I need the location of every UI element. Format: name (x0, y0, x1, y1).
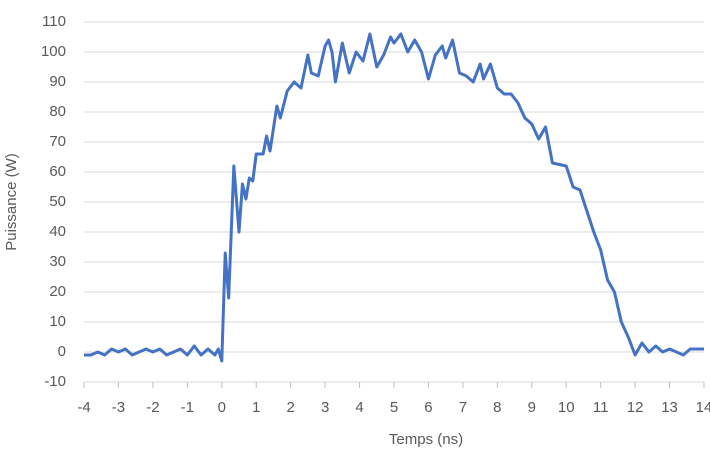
x-tick-label: 5 (390, 399, 398, 416)
x-tick-label: 9 (528, 399, 536, 416)
y-tick-label: 60 (49, 163, 66, 180)
y-tick-label: 100 (41, 43, 66, 60)
x-tick-label: 12 (627, 399, 644, 416)
y-tick-label: 90 (49, 73, 66, 90)
y-tick-label: 80 (49, 103, 66, 120)
x-tick-label: 3 (321, 399, 329, 416)
y-tick-label: 0 (58, 343, 66, 360)
x-axis-title: Temps (ns) (389, 431, 463, 448)
y-tick-label: -10 (44, 373, 66, 390)
data-line (84, 32, 704, 363)
x-tick-label: 1 (252, 399, 260, 416)
x-tick-label: 13 (661, 399, 678, 416)
y-tick-label: 70 (49, 133, 66, 150)
y-tick-label: 50 (49, 193, 66, 210)
y-tick-label: 40 (49, 223, 66, 240)
y-tick-label: 30 (49, 253, 66, 270)
y-tick-label: 10 (49, 313, 66, 330)
x-tick-label: -3 (112, 399, 125, 416)
x-tick-label: -2 (146, 399, 159, 416)
y-tick-label: 110 (42, 13, 66, 30)
x-tick-label: 11 (593, 399, 609, 416)
x-tick-label: 7 (459, 399, 467, 416)
x-tick-label: 6 (424, 399, 432, 416)
x-tick-label: -4 (77, 399, 90, 416)
x-tick-label: -1 (181, 399, 194, 416)
x-tick-label: 0 (218, 399, 226, 416)
x-tick-label: 10 (558, 399, 575, 416)
x-tick-label: 2 (286, 399, 294, 416)
y-tick-label: 20 (49, 283, 66, 300)
x-tick-label: 8 (493, 399, 501, 416)
y-axis-title: Puissance (W) (3, 153, 20, 251)
x-tick-label: 14 (696, 399, 710, 416)
x-tick-label: 4 (355, 399, 363, 416)
